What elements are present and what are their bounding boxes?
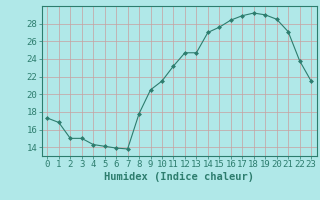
X-axis label: Humidex (Indice chaleur): Humidex (Indice chaleur) bbox=[104, 172, 254, 182]
